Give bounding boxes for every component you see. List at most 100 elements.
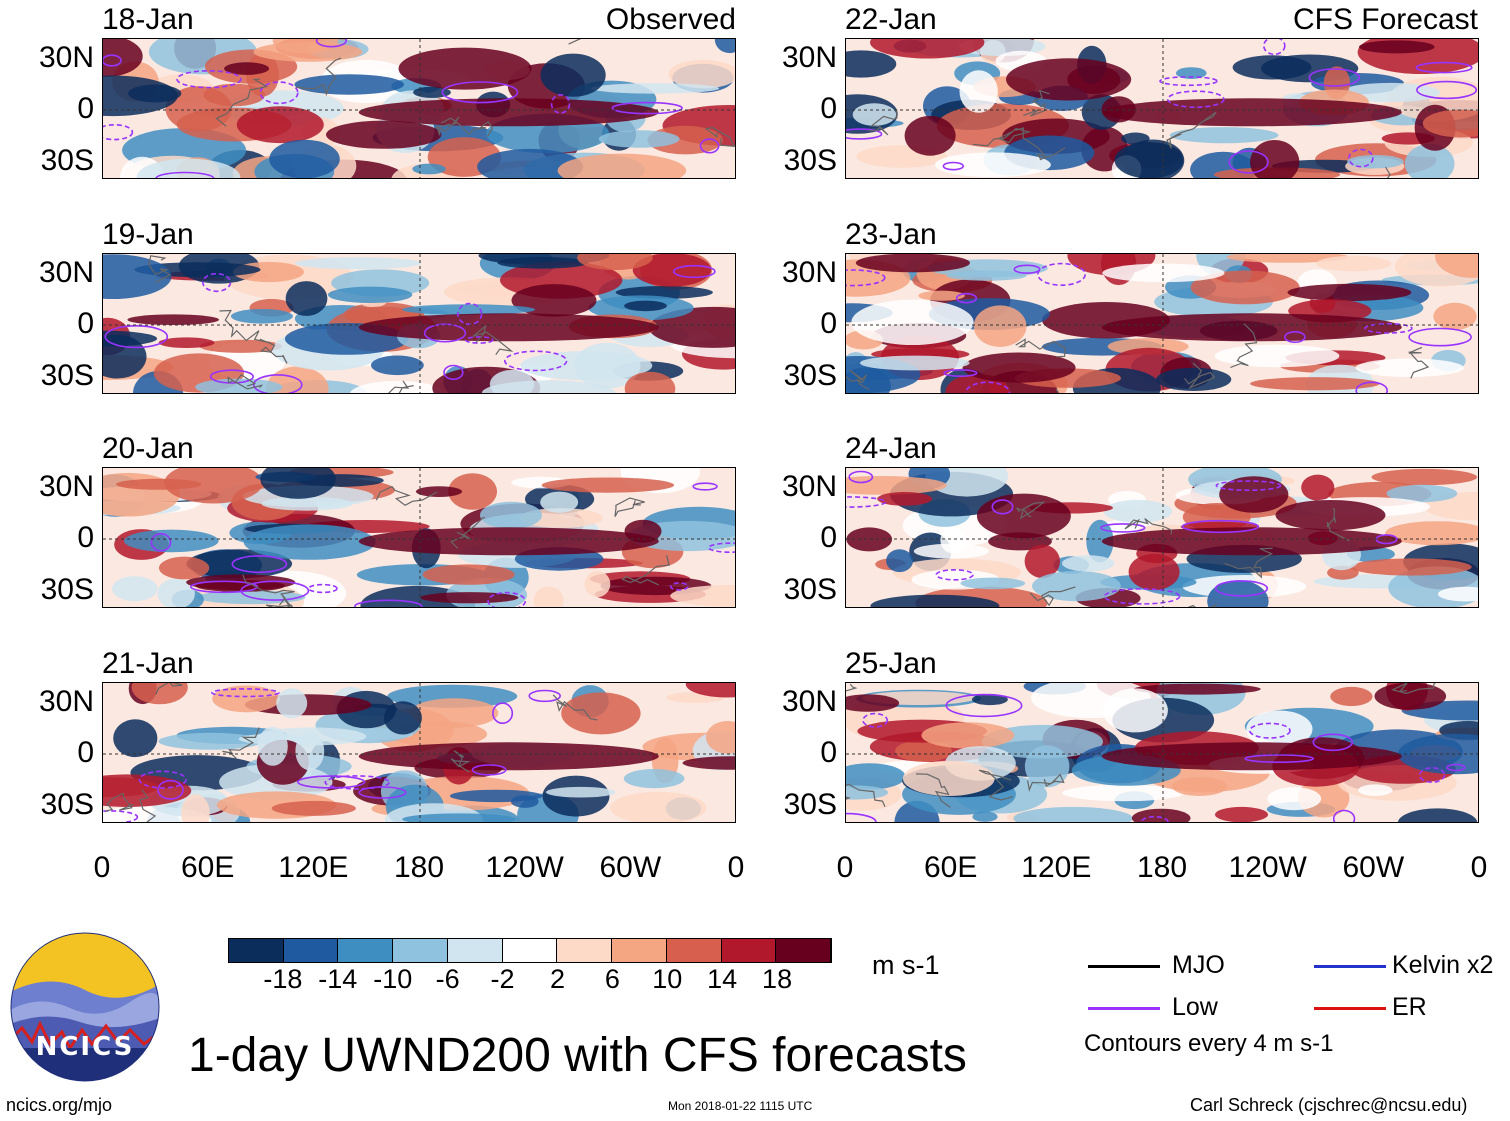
lon-tick-label: 0 (93, 851, 111, 884)
heatmap-panel (102, 253, 736, 394)
low-contour (176, 70, 242, 89)
anomaly-blob (960, 577, 1026, 590)
anomaly-blob (477, 148, 584, 178)
low-contour (443, 364, 464, 381)
anomaly-blob (1275, 500, 1386, 531)
legend-label-er: ER (1392, 993, 1427, 1021)
anomaly-blob (846, 50, 897, 78)
anomaly-blob (295, 731, 325, 771)
anomaly-blob (1214, 344, 1340, 368)
anomaly-blob (591, 83, 720, 94)
heatmap-svg (103, 683, 735, 822)
anomaly-blob (383, 701, 422, 735)
coastline (1029, 586, 1076, 607)
units-label: m s-1 (872, 950, 940, 980)
low-contour (943, 369, 978, 378)
anomaly-blob (1347, 155, 1404, 169)
heatmap-panel (102, 682, 736, 823)
anomaly-blob (913, 543, 989, 559)
lat-tick-label: 30S (783, 573, 837, 606)
lon-tick-label: 60W (599, 851, 662, 884)
anomaly-blob (624, 371, 676, 393)
chart-title: 1-day UWND200 with CFS forecasts (188, 1029, 967, 1082)
lon-tick-label: 120E (1021, 851, 1092, 884)
footer-credit: Carl Schreck (cjschrec@ncsu.edu) (1190, 1095, 1468, 1115)
lat-tick-label: 30N (38, 41, 94, 74)
coastline (296, 57, 342, 97)
anomaly-blob (1301, 474, 1335, 501)
lat-tick-label: 30S (783, 788, 837, 821)
anomaly-blob (846, 763, 906, 790)
anomaly-blob (1062, 784, 1184, 802)
anomaly-blob (714, 39, 735, 54)
anomaly-blob (195, 378, 283, 393)
low-contour (1166, 90, 1225, 109)
anomaly-blob (1226, 254, 1349, 263)
low-contour (1355, 381, 1388, 393)
colorbar-tick-label: 10 (652, 964, 683, 994)
anomaly-blob (112, 576, 158, 602)
anomaly-blob (1024, 544, 1060, 578)
coastline (1390, 683, 1436, 695)
anomaly-blob (402, 813, 516, 822)
low-contour (699, 138, 720, 154)
anomaly-blob (294, 74, 404, 95)
lat-tick-label: 30N (38, 256, 94, 289)
anomaly-blob (113, 719, 158, 758)
colorbar-swatch (666, 939, 722, 962)
anomaly-blob (904, 115, 956, 156)
low-contour (611, 101, 683, 115)
low-contour (964, 381, 1011, 393)
lon-tick-label: 120W (485, 851, 564, 884)
low-contour (211, 688, 280, 698)
anomaly-blob (1190, 270, 1300, 305)
anomaly-blob (448, 473, 497, 510)
anomaly-blob (934, 152, 1051, 178)
anomaly-blob (1371, 468, 1478, 486)
equatorial-westerly-band (1101, 313, 1402, 342)
coastline (1224, 547, 1273, 579)
equatorial-westerly-band (358, 527, 659, 556)
anomaly-blob (852, 103, 897, 126)
anomaly-blob (1287, 283, 1412, 301)
anomaly-blob (482, 380, 616, 393)
anomaly-blob (1013, 806, 1133, 822)
low-contour (296, 775, 366, 789)
anomaly-blob (159, 556, 210, 580)
anomaly-blob (230, 309, 293, 324)
low-contour (672, 264, 716, 279)
colorbar-swatch (393, 939, 448, 962)
coastline (1326, 508, 1350, 542)
footer-url[interactable]: ncics.org/mjo (6, 1095, 113, 1115)
anomaly-blob (870, 594, 1000, 607)
anomaly-blob (1438, 586, 1478, 602)
coastline (1166, 111, 1217, 149)
low-contour (103, 124, 134, 141)
anomaly-blob (413, 86, 451, 98)
lon-tick-label: 60W (1342, 851, 1405, 884)
low-contour (1415, 61, 1473, 74)
anomaly-blob (420, 592, 519, 604)
anomaly-blob (271, 800, 356, 816)
anomaly-blob (103, 254, 172, 299)
low-contour (157, 779, 184, 800)
anomaly-blob (971, 693, 1008, 706)
low-contour (354, 599, 423, 607)
legend-label-low: Low (1172, 993, 1218, 1021)
legend-label-mjo: MJO (1172, 951, 1225, 979)
anomaly-blob (846, 527, 893, 552)
anomaly-blob (415, 486, 463, 497)
low-contour (1248, 722, 1291, 739)
coastline (1027, 773, 1065, 792)
lon-tick-label: 60E (923, 851, 978, 884)
anomaly-blob (540, 53, 606, 97)
lat-tick-label: 30S (40, 144, 94, 177)
anomaly-blob (128, 84, 182, 103)
heatmap-panel (102, 467, 736, 608)
colorbar-swatch (721, 939, 777, 962)
low-contour (138, 770, 187, 789)
low-contour (848, 470, 874, 484)
equatorial-westerly-band (358, 742, 659, 771)
equatorial-westerly-band (1101, 98, 1402, 127)
low-contour (846, 269, 886, 287)
